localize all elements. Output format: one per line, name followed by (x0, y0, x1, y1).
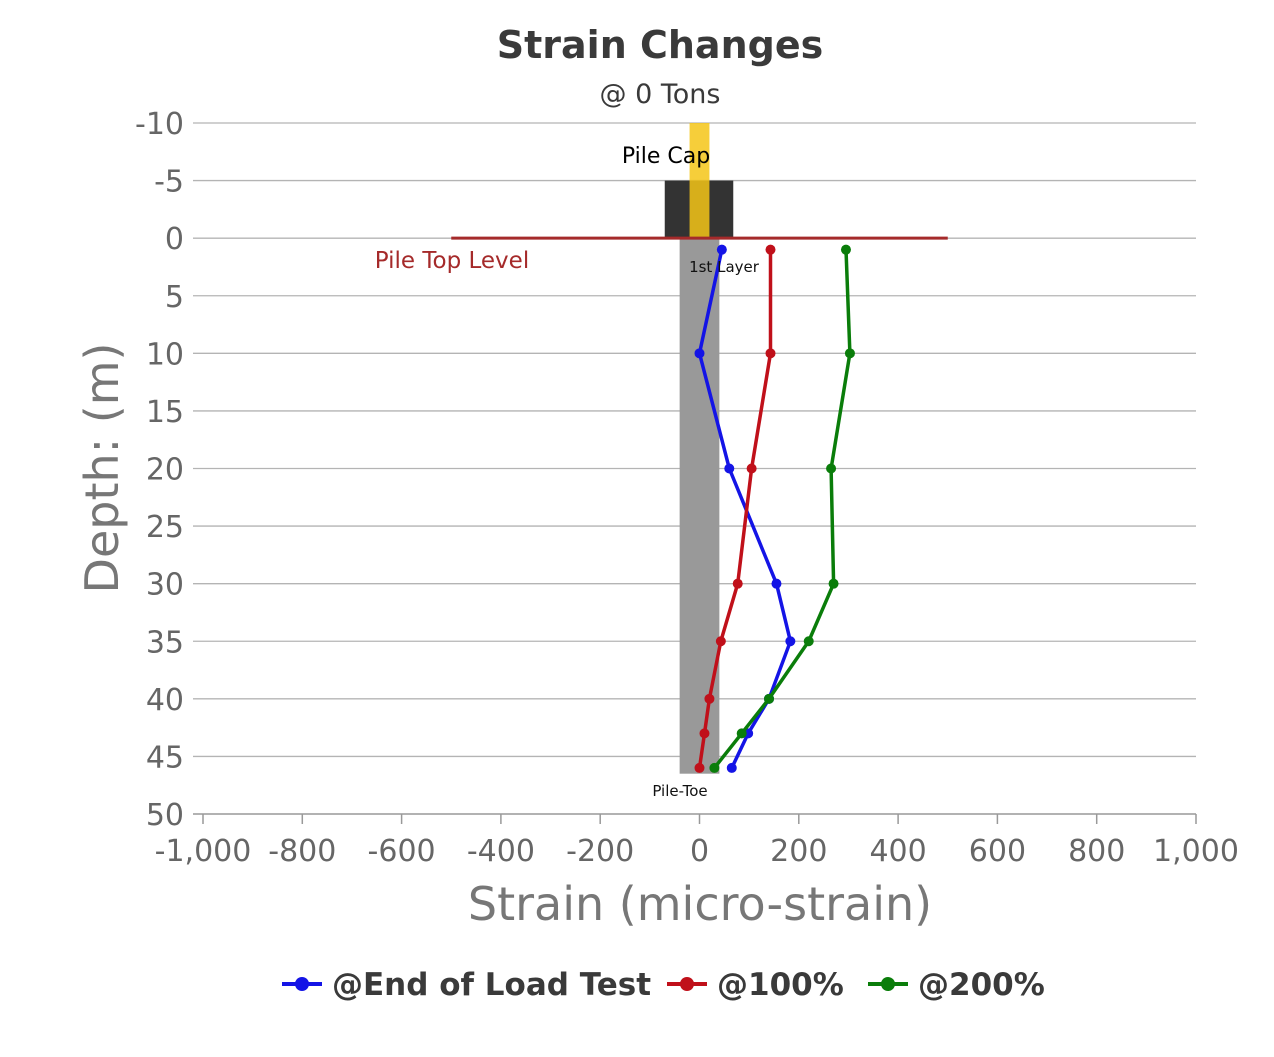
x-tick-label: -400 (467, 834, 535, 869)
x-axis-title: Strain (micro-strain) (468, 877, 932, 931)
series-line (713, 249, 852, 769)
y-tick-label: 25 (146, 510, 184, 545)
pile-top-level-label: Pile Top Level (375, 248, 529, 274)
legend-item[interactable]: @100% (667, 967, 844, 1003)
data-point (699, 728, 710, 739)
y-tick-label: 40 (146, 683, 184, 718)
pile-body (679, 238, 720, 774)
y-tick-label: 0 (165, 222, 184, 257)
pile-cap-label: Pile Cap (622, 144, 710, 169)
legend-label: @100% (717, 967, 844, 1003)
y-axis-title: Depth: (m) (75, 343, 129, 594)
legend-marker (295, 977, 309, 991)
data-point (803, 636, 814, 647)
column (689, 123, 710, 239)
legend: @End of Load Test @100% @200% (282, 967, 1045, 1003)
legend-item[interactable]: @200% (868, 967, 1045, 1003)
y-tick-label: 35 (146, 625, 184, 660)
y-tick-label: -5 (154, 165, 184, 200)
x-tick-label: 200 (770, 834, 827, 869)
pile-diagram (451, 123, 948, 774)
data-point (724, 463, 735, 474)
data-point (732, 578, 743, 589)
x-tick-label: 400 (869, 834, 926, 869)
y-tick-label: 20 (146, 453, 184, 488)
data-point (694, 762, 705, 773)
data-point (785, 636, 796, 647)
data-point (736, 728, 747, 739)
legend-label: @200% (918, 967, 1045, 1003)
series-0 (694, 244, 796, 773)
y-tick-label: 50 (146, 798, 184, 833)
data-point (828, 578, 839, 589)
x-tick-label: 800 (1068, 834, 1125, 869)
x-tick-label: -200 (566, 834, 634, 869)
series-line (697, 249, 773, 769)
data-point (765, 348, 776, 359)
legend-marker (680, 977, 694, 991)
data-point (840, 244, 851, 255)
y-tick-label: 10 (146, 337, 184, 372)
first-layer-label: 1st Layer (689, 258, 760, 276)
legend-marker (881, 977, 895, 991)
data-point (726, 762, 737, 773)
y-tick-label: 30 (146, 568, 184, 603)
data-point (844, 348, 855, 359)
data-point (715, 636, 726, 647)
chart-title: Strain Changes (497, 23, 823, 67)
y-tick-label: 15 (146, 395, 184, 430)
y-tick-label: 5 (165, 280, 184, 315)
x-tick-label: -600 (368, 834, 436, 869)
data-point (826, 463, 837, 474)
data-point (704, 693, 715, 704)
data-point (746, 463, 757, 474)
data-point (771, 578, 782, 589)
x-tick-label: 0 (690, 834, 709, 869)
legend-item[interactable]: @End of Load Test (282, 967, 651, 1003)
x-tick-label: 1,000 (1153, 834, 1239, 869)
series-line (697, 249, 793, 769)
pile-toe-label: Pile-Toe (652, 782, 707, 800)
y-tick-label: -10 (135, 107, 184, 142)
y-tick-label: 45 (146, 740, 184, 775)
data-point (764, 693, 775, 704)
x-tick-label: 600 (969, 834, 1026, 869)
series-2 (709, 244, 855, 773)
legend-label: @End of Load Test (332, 967, 651, 1003)
x-tick-label: -1,000 (155, 834, 252, 869)
x-tick-label: -800 (268, 834, 336, 869)
data-point (709, 762, 720, 773)
data-point (716, 244, 727, 255)
chart-subtitle: @ 0 Tons (600, 79, 721, 110)
series-1 (694, 244, 776, 773)
series-group (694, 244, 855, 773)
data-point (694, 348, 705, 359)
data-point (765, 244, 776, 255)
